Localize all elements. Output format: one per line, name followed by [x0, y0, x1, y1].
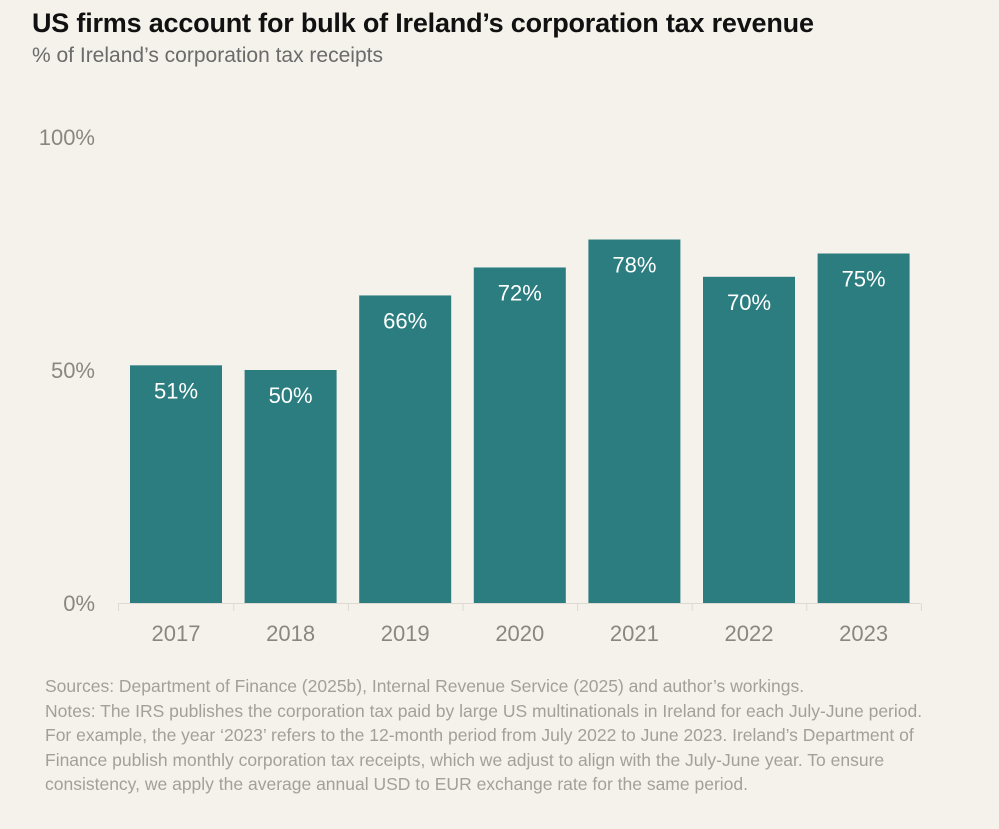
- bar-value-label: 70%: [727, 290, 771, 315]
- bar: [703, 276, 795, 603]
- x-tick-label: 2018: [266, 621, 315, 646]
- bar: [817, 253, 910, 603]
- bar-value-label: 75%: [842, 267, 886, 292]
- x-tick-label: 2017: [152, 621, 201, 646]
- y-tick-label: 100%: [39, 125, 95, 150]
- bar-value-label: 78%: [612, 253, 656, 278]
- bar: [473, 267, 566, 603]
- chart-notes: Sources: Department of Finance (2025b), …: [45, 674, 925, 797]
- chart-title: US firms account for bulk of Ireland’s c…: [32, 8, 814, 38]
- x-tick-label: 2019: [381, 621, 430, 646]
- bar-value-label: 66%: [383, 308, 427, 333]
- bar-chart: 0% 50% 100% 51% 2017 50% 2018 66% 2019 72% 2020 78%…: [39, 125, 922, 646]
- y-tick-label: 0%: [63, 591, 95, 616]
- notes-text: Notes: The IRS publishes the corporation…: [45, 700, 923, 795]
- x-tick-label: 2022: [725, 621, 774, 646]
- bar-value-label: 50%: [269, 383, 313, 408]
- x-tick-label: 2020: [495, 621, 544, 646]
- x-tick-label: 2021: [610, 621, 659, 646]
- bar: [130, 365, 222, 603]
- sources-text: Sources: Department of Finance (2025b), …: [45, 676, 805, 696]
- x-tick-label: 2023: [839, 621, 888, 646]
- chart-subtitle: % of Ireland’s corporation tax receipts: [32, 44, 383, 67]
- bar-value-label: 72%: [498, 280, 542, 305]
- y-tick-label: 50%: [51, 358, 95, 383]
- bar-value-label: 51%: [154, 378, 198, 403]
- bar: [359, 295, 452, 603]
- bar: [588, 239, 681, 603]
- bar: [244, 370, 337, 603]
